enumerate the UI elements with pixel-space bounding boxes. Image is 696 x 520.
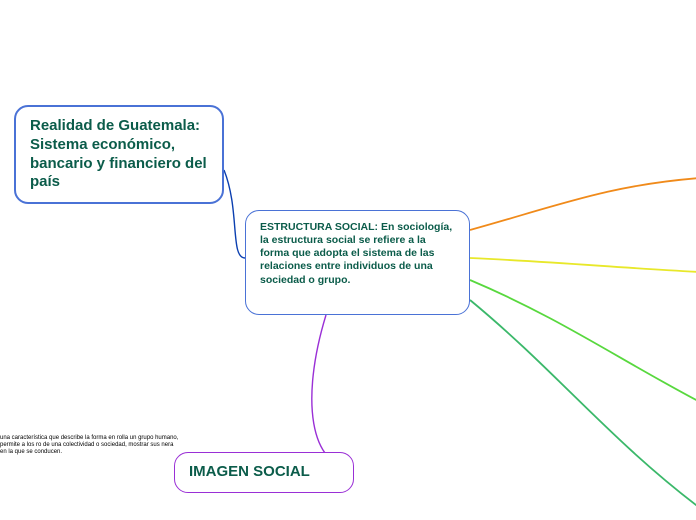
realidad-to-estructura <box>224 170 245 258</box>
branch-green1 <box>470 280 696 402</box>
node-imagen[interactable]: IMAGEN SOCIAL <box>174 452 354 493</box>
node-realidad-text: Realidad de Guatemala: Sistema económico… <box>30 117 207 190</box>
node-estructura[interactable]: ESTRUCTURA SOCIAL: En sociología, la est… <box>245 210 470 315</box>
node-estructura-text: ESTRUCTURA SOCIAL: En sociología, la est… <box>260 221 452 286</box>
branch-orange <box>470 178 696 230</box>
node-realidad[interactable]: Realidad de Guatemala: Sistema económico… <box>14 105 224 204</box>
branch-green2 <box>470 300 696 508</box>
node-imagen-text: IMAGEN SOCIAL <box>189 463 310 480</box>
branch-yellow <box>470 258 696 272</box>
side-description: una característica que describe la forma… <box>0 435 180 457</box>
estructura-to-imagen <box>312 315 354 468</box>
